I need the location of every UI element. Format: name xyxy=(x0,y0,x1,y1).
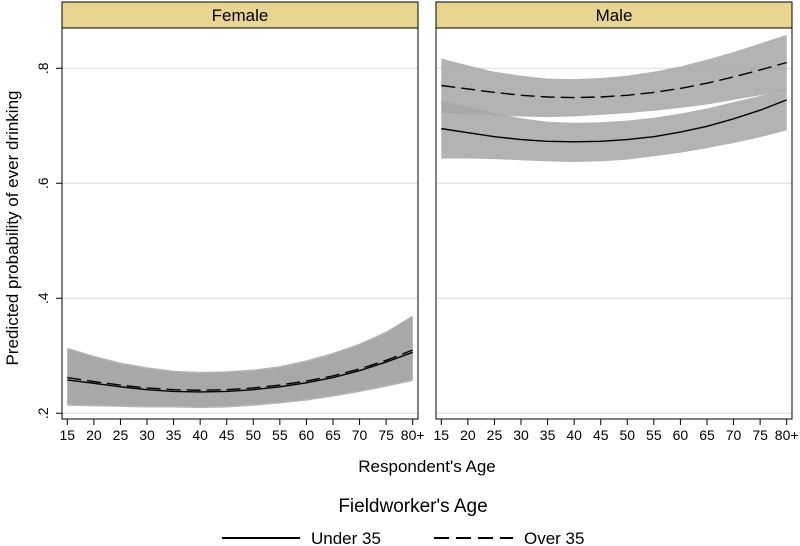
legend-label-under-35: Under 35 xyxy=(311,529,381,546)
series-line-layer xyxy=(67,61,787,393)
x-tick-label: 35 xyxy=(540,427,556,443)
legend-label-over-35: Over 35 xyxy=(524,529,584,546)
x-tick-label: 70 xyxy=(352,427,368,443)
y-tick-layer: .2 .4 .6 .8 xyxy=(35,62,62,419)
x-tick-label: 50 xyxy=(619,427,635,443)
x-tick-label: 20 xyxy=(86,427,102,443)
x-tick-label: 30 xyxy=(513,427,529,443)
x-tick-label: 20 xyxy=(460,427,476,443)
grid-layer xyxy=(62,67,792,414)
panel-strip-male xyxy=(435,1,793,29)
ci-band-layer xyxy=(67,34,787,409)
x-axis-title: Respondent's Age xyxy=(358,457,495,476)
series-line-female-dashed xyxy=(67,349,413,391)
panel-strip-female xyxy=(61,1,419,29)
panel-title-male: Male xyxy=(596,6,633,25)
x-tick-label: 55 xyxy=(646,427,662,443)
legend-title: Fieldworker's Age xyxy=(338,496,487,517)
ci-band-male-solid xyxy=(441,88,787,162)
panel-title-female: Female xyxy=(212,6,269,25)
x-tick-label: 55 xyxy=(272,427,288,443)
x-tick-label: 70 xyxy=(726,427,742,443)
y-axis-title: Predicted probability of ever drinking xyxy=(3,91,22,366)
x-tick-label: 15 xyxy=(60,427,76,443)
panel-frame-overlay xyxy=(61,27,793,420)
series-line-male-dashed xyxy=(441,61,787,99)
x-tick-label: 45 xyxy=(593,427,609,443)
x-tick-label: 60 xyxy=(299,427,315,443)
x-tick-label: 40 xyxy=(566,427,582,443)
series-line-male-solid xyxy=(441,99,787,143)
series-line-female-solid xyxy=(67,351,413,393)
y-tick-label: .6 xyxy=(35,177,51,189)
x-tick-label: 45 xyxy=(219,427,235,443)
x-tick-label: 40 xyxy=(192,427,208,443)
x-tick-label: 30 xyxy=(139,427,155,443)
x-tick-label: 35 xyxy=(166,427,182,443)
x-tick-label: 25 xyxy=(113,427,129,443)
x-tick-label: 80+ xyxy=(775,427,799,443)
x-tick-label: 60 xyxy=(673,427,689,443)
x-tick-label: 15 xyxy=(434,427,450,443)
ci-band-male-dashed xyxy=(441,34,787,118)
y-tick-label: .2 xyxy=(35,407,51,419)
x-tick-label: 65 xyxy=(699,427,715,443)
x-tick-label: 75 xyxy=(752,427,768,443)
y-tick-label: .8 xyxy=(35,62,51,74)
x-tick-label: 25 xyxy=(487,427,503,443)
x-tick-label: 65 xyxy=(325,427,341,443)
x-tick-layer: 15 20 25 30 35 40 45 50 55 60 65 70 75 80+ 15 20 25 30 35 4… xyxy=(60,419,799,443)
legend: Fieldworker's Age Under 35 Over 35 xyxy=(222,496,584,546)
x-tick-label: 80+ xyxy=(401,427,425,443)
x-tick-label: 75 xyxy=(378,427,394,443)
y-tick-label: .4 xyxy=(35,292,51,304)
ci-band-female-dashed xyxy=(67,315,413,407)
x-tick-label: 50 xyxy=(245,427,261,443)
